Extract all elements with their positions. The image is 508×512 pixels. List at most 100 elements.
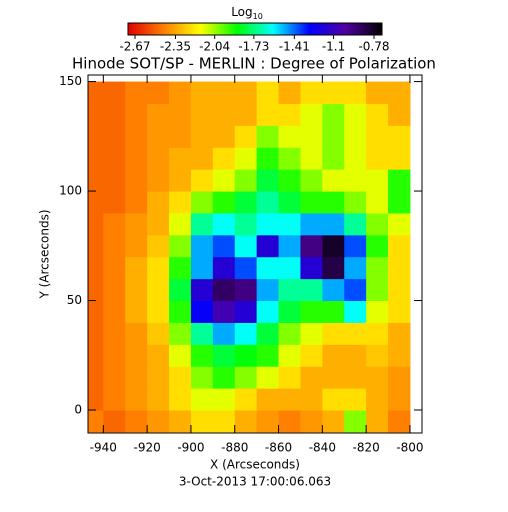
heat-cell	[169, 81, 192, 104]
heat-cell	[278, 278, 301, 302]
heat-cell	[88, 366, 104, 389]
heat-cell	[234, 256, 258, 280]
heat-cell	[190, 212, 214, 236]
heat-cell	[366, 278, 389, 302]
heat-cell	[300, 125, 323, 148]
heat-cell	[300, 322, 323, 345]
y-axis-label: Y (Arcseconds)	[38, 209, 52, 299]
heat-cell	[125, 322, 148, 345]
heat-cell	[344, 125, 367, 148]
heat-cell	[278, 388, 301, 411]
heat-cell	[125, 366, 148, 389]
heat-cell	[190, 81, 214, 104]
heat-cell	[234, 125, 258, 148]
heat-cell	[322, 212, 345, 236]
heat-cell	[344, 169, 367, 192]
heat-cell	[125, 256, 148, 280]
heatmap	[88, 81, 411, 433]
heat-cell	[88, 125, 104, 148]
heat-cell	[388, 256, 411, 280]
heat-cell	[169, 256, 192, 280]
heat-cell	[169, 322, 192, 345]
heat-cell	[147, 388, 170, 411]
heat-cell	[103, 410, 126, 433]
heat-cell	[234, 300, 258, 323]
colorbar-tick-label: -2.67	[119, 40, 150, 54]
heat-cell	[344, 410, 367, 433]
heat-cell	[169, 125, 192, 148]
colorbar-label-subscript: 10	[253, 12, 263, 21]
heat-cell	[234, 322, 258, 345]
heat-cell	[88, 388, 104, 411]
heat-cell	[147, 278, 170, 302]
heat-cell	[278, 212, 301, 236]
heat-cell	[190, 256, 214, 280]
heat-cell	[212, 103, 236, 126]
heat-cell	[169, 388, 192, 411]
heat-cell	[125, 212, 148, 236]
colorbar-ticks: -2.67 -2.35 -2.04 -1.73 -1.41 -1.1 -0.78	[119, 35, 390, 54]
heat-cell	[366, 410, 389, 433]
x-axis-label: X (Arcseconds)	[210, 458, 300, 472]
heat-cell	[366, 388, 389, 411]
heat-cell	[125, 169, 148, 192]
heat-cell	[322, 344, 345, 367]
heat-cell	[366, 169, 389, 192]
colorbar	[127, 22, 383, 36]
footer-date: 3-Oct-2013 17:00:06.063	[179, 475, 331, 489]
heat-cell	[322, 125, 345, 148]
heat-cell	[300, 410, 323, 433]
heat-cell	[256, 410, 280, 433]
heat-cell	[388, 81, 411, 104]
heat-cell	[169, 344, 192, 367]
heat-cell	[234, 147, 258, 170]
heat-cell	[300, 366, 323, 389]
y-tick-label: 0	[74, 403, 82, 417]
heat-cell	[190, 300, 214, 323]
heat-cell	[234, 278, 258, 302]
heat-cell	[147, 300, 170, 323]
heat-cell	[234, 344, 258, 367]
heat-cell	[147, 147, 170, 170]
heat-cell	[103, 256, 126, 280]
heat-cell	[234, 169, 258, 192]
heat-cell	[322, 388, 345, 411]
colorbar-tick-label: -2.04	[199, 40, 230, 54]
x-tick-label: -900	[177, 441, 204, 455]
heat-cell	[190, 322, 214, 345]
x-tick-label: -820	[353, 441, 380, 455]
heat-cell	[256, 256, 280, 280]
heat-cell	[88, 344, 104, 367]
chart-title: Hinode SOT/SP - MERLIN : Degree of Polar…	[72, 55, 436, 73]
heat-cell	[322, 81, 345, 104]
heat-cell	[300, 169, 323, 192]
heat-cell	[147, 344, 170, 367]
heat-cell	[234, 388, 258, 411]
heat-cell	[234, 191, 258, 214]
x-tick-label: -920	[134, 441, 161, 455]
heat-cell	[169, 410, 192, 433]
heat-cell	[147, 234, 170, 258]
heat-cell	[256, 344, 280, 367]
heat-cell	[300, 234, 323, 258]
heat-cell	[256, 234, 280, 258]
heat-cell	[388, 191, 411, 214]
heat-cell	[125, 388, 148, 411]
heat-cell	[256, 300, 280, 323]
heat-cell	[366, 366, 389, 389]
heat-cell	[125, 278, 148, 302]
heat-cell	[212, 344, 236, 367]
heat-cell	[190, 169, 214, 192]
heat-cell	[147, 410, 170, 433]
heat-cell	[388, 147, 411, 170]
heat-cell	[190, 234, 214, 258]
heat-cell	[344, 388, 367, 411]
heat-cell	[125, 191, 148, 214]
heat-cell	[190, 103, 214, 126]
heat-cell	[212, 212, 236, 236]
heat-cell	[322, 300, 345, 323]
heat-cell	[169, 234, 192, 258]
heat-cell	[344, 322, 367, 345]
heat-cell	[278, 125, 301, 148]
